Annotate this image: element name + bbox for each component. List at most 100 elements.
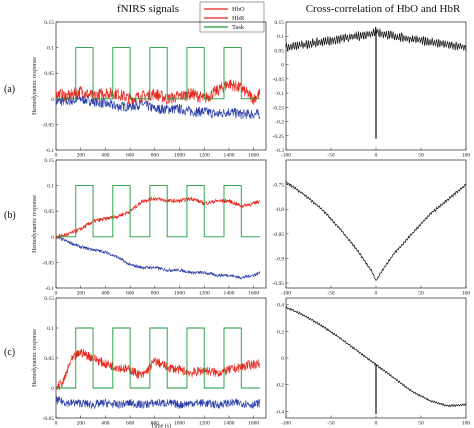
x-tick-label: 0	[55, 291, 58, 297]
panel-c-left: 0 200 400 600 800 1000 1200 1400 1600-0.0500.050…	[32, 296, 267, 428]
x-tick-label: 400	[101, 291, 110, 297]
hbo-series-line	[55, 79, 261, 105]
xcorr-series-line	[285, 26, 467, 52]
y-tick-label: 0.1	[47, 184, 54, 190]
panel-a-left: 0 200 400 600 800 1000 1200 1400 1600 -0.1 -0.05 0 0…	[32, 20, 267, 159]
y-tick-label: 0	[281, 356, 284, 362]
panel-label-b: (b)	[4, 210, 16, 221]
y-tick-label: -0.1	[275, 91, 284, 97]
x-tick-label: 200	[77, 153, 86, 159]
y-tick-label: -0.1	[45, 286, 54, 292]
x-tick-label: 800	[151, 291, 160, 297]
hbr-series-line	[55, 396, 261, 410]
task-series-line	[56, 185, 260, 238]
y-tick-label: 0.05	[44, 71, 54, 77]
task-series-line	[56, 47, 260, 100]
xcorr-series-line	[285, 305, 467, 408]
axes-frame	[55, 159, 267, 289]
y-tick-label: -0.4	[275, 409, 284, 415]
x-tick-label: 50	[418, 153, 424, 159]
x-tick-label: 600	[126, 421, 135, 427]
legend: HbO HbR Task	[199, 1, 265, 33]
y-tick-label: -0.85	[273, 232, 285, 238]
axes-frame	[285, 159, 467, 289]
x-tick-label: 1200	[199, 291, 210, 297]
y-tick-label: 0	[281, 63, 284, 69]
x-tick-label: 1400	[223, 421, 234, 427]
x-tick-label: -100	[281, 291, 291, 297]
y-tick-label: 0.1	[47, 46, 54, 52]
y-tick-label: 0.1	[277, 34, 284, 40]
x-tick-label: 1200	[199, 153, 210, 159]
x-tick-label: 200	[77, 421, 86, 427]
x-tick-label: 1600	[248, 421, 259, 427]
y-tick-label: 0.4	[277, 303, 284, 309]
y-tick-label: 0	[51, 386, 54, 392]
hbo-series-line	[55, 348, 260, 391]
panel-c-right: -100 -50 0 50 100 -0.4 -0.2 0 0.2 0.4	[275, 297, 470, 427]
x-tick-label: -100	[281, 421, 291, 427]
y-tick-label: 0.15	[44, 158, 54, 164]
y-tick-label: -0.75	[273, 183, 285, 189]
x-tick-label: 1600	[248, 153, 259, 159]
y-tick-label: 0.05	[274, 48, 284, 54]
y-tick-label: -0.3	[275, 148, 284, 154]
x-tick-label: 1400	[223, 153, 234, 159]
x-tick-label: 1000	[174, 153, 185, 159]
panels: 0 200 400 600 800 1000 1200 1400 1600-0.1-0.0500…	[32, 20, 470, 428]
x-tick-label: 100	[462, 291, 471, 297]
x-tick-label: 0	[375, 421, 378, 427]
right-column-title: Cross-correlation of HbO and HbR	[306, 3, 461, 15]
axes-frame	[55, 21, 267, 151]
x-tick-label: 50	[418, 421, 424, 427]
y-tick-label: -0.05	[43, 122, 55, 128]
y-tick-label: 0.15	[274, 20, 284, 26]
x-tick-label: 0	[55, 421, 58, 427]
y-tick-label: -0.9	[275, 256, 284, 262]
y-tick-label: -0.1	[45, 148, 54, 154]
legend-label: Task	[232, 24, 245, 31]
y-tick-label: 0.1	[47, 326, 54, 332]
x-tick-label: -50	[327, 153, 335, 159]
x-tick-label: 600	[126, 291, 135, 297]
x-tick-label: 100	[462, 153, 471, 159]
legend-label: HbR	[232, 15, 245, 22]
x-tick-label: 200	[77, 291, 86, 297]
x-tick-label: 1000	[174, 421, 185, 427]
y-tick-label: -0.2	[275, 383, 284, 389]
x-tick-label: 600	[126, 153, 135, 159]
y-tick-label: -0.15	[273, 105, 285, 111]
y-tick-label: 0	[51, 97, 54, 103]
x-tick-label: 50	[418, 291, 424, 297]
panel-label-c: (c)	[4, 347, 15, 358]
y-tick-label: 0	[51, 235, 54, 241]
hbr-series-line	[55, 94, 261, 120]
x-tick-label: -50	[327, 421, 335, 427]
y-tick-label: -0.95	[273, 281, 285, 287]
x-tick-label: -50	[327, 291, 335, 297]
x-tick-label: 1400	[223, 291, 234, 297]
y-tick-label: -0.05	[273, 77, 285, 83]
y-tick-label: 0.05	[44, 356, 54, 362]
y-tick-label: -0.05	[43, 416, 55, 422]
y-tick-label: 0.15	[44, 20, 54, 26]
x-axis-label: Time (s)	[151, 423, 171, 428]
y-axis-label: Hemodynamic response	[32, 329, 38, 387]
x-tick-label: 0	[375, 291, 378, 297]
x-tick-label: 800	[151, 153, 160, 159]
x-tick-label: 800	[151, 421, 160, 427]
x-tick-label: 1200	[199, 421, 210, 427]
x-tick-label: 1600	[248, 291, 259, 297]
x-tick-label: 400	[101, 421, 110, 427]
hbo-series-line	[55, 196, 261, 239]
y-tick-label: -0.8	[275, 207, 284, 213]
y-tick-label: 0.2	[277, 329, 284, 335]
panel-label-a: (a)	[4, 84, 15, 95]
panel-b-left: 0 200 400 600 800 1000 1200 1400 1600 -0.1 -0.05 0 0…	[32, 158, 267, 297]
panel-a-right: -100 -50 0 50 100 -0.3 -0.25 -0.2 -0.15 -0.1 -0.05…	[273, 20, 471, 159]
y-tick-label: -0.05	[43, 260, 55, 266]
task-series-line	[56, 327, 260, 389]
x-tick-label: -100	[281, 153, 291, 159]
xcorr-series-line	[285, 181, 467, 281]
